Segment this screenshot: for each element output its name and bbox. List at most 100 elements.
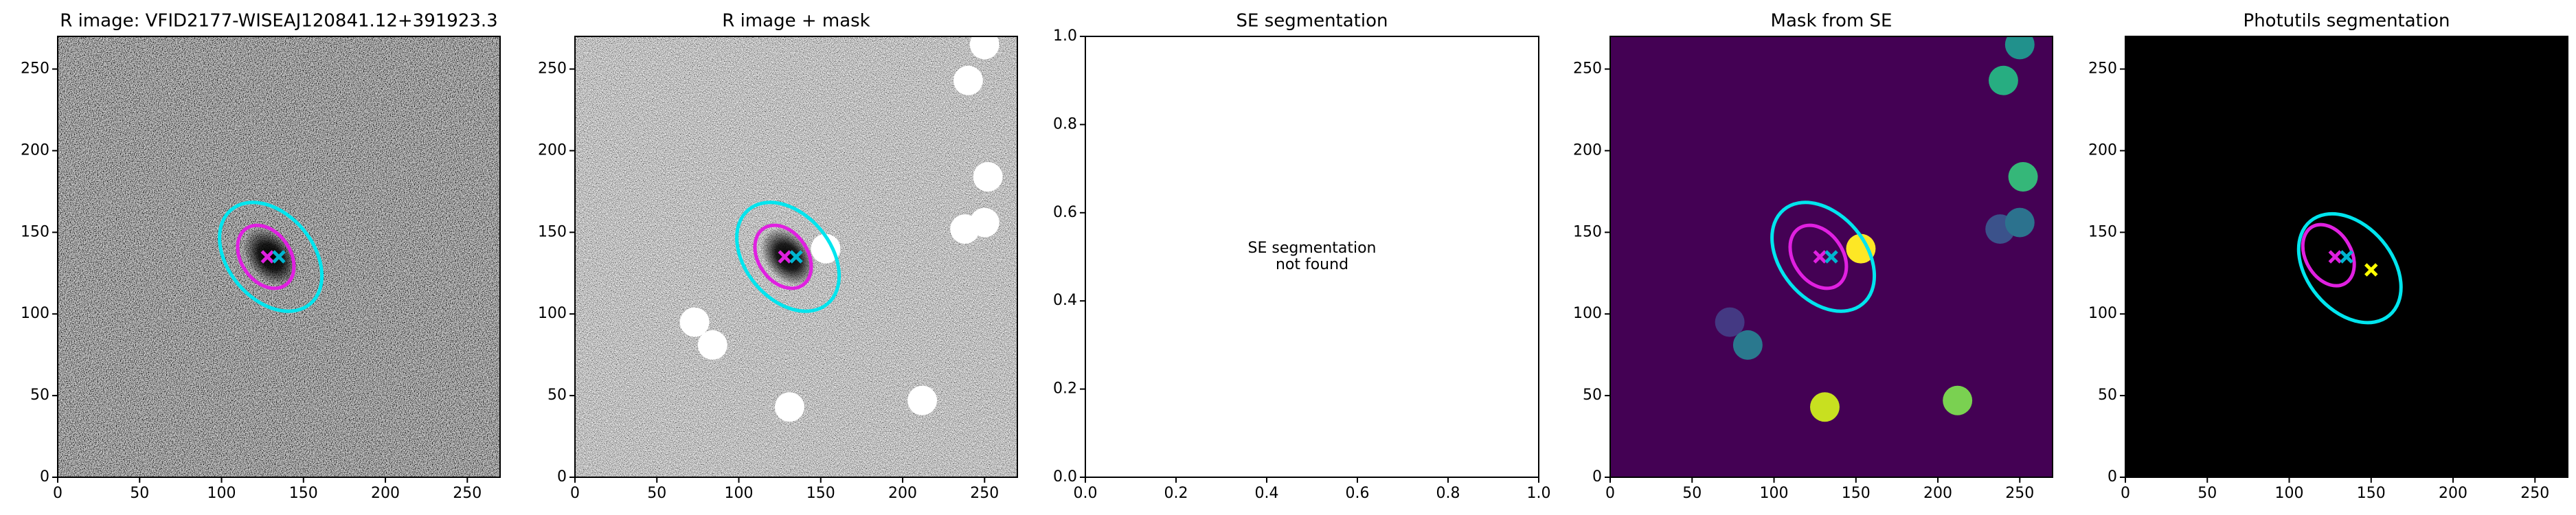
mask-region	[2008, 162, 2038, 192]
y-tick-label: 0.8	[1053, 115, 1077, 133]
x-tick-label: 100	[725, 485, 754, 502]
axes-frame	[57, 36, 501, 478]
panel: R image + mask 0 50 100 150 200 250 0 50 100 150 20…	[538, 11, 1018, 502]
mask-region	[1732, 330, 1763, 360]
aperture-ellipse	[1770, 201, 1877, 313]
x-tick-label: 250	[2005, 485, 2034, 502]
x-tick-label: 50	[130, 485, 149, 502]
panel-title: R image + mask	[722, 11, 870, 32]
panel-title: R image: VFID2177-WISEAJ120841.12+391923…	[60, 11, 497, 32]
mask-region	[811, 233, 841, 264]
panel: Photutils segmentation 0 50 100 150 200 250 0 50…	[2088, 11, 2568, 502]
annotation: SE segmentation	[1248, 240, 1377, 257]
y-tick-label: 200	[21, 141, 49, 159]
y-tick-label: 250	[538, 60, 567, 78]
plot-area	[2125, 36, 2568, 477]
y-tick-label: 50	[2098, 387, 2117, 404]
plot-area	[575, 36, 1017, 477]
aperture-ellipse	[2301, 222, 2356, 288]
center-marker	[1824, 250, 1838, 264]
x-tick-label: 100	[1760, 485, 1789, 502]
mask-region	[907, 385, 938, 415]
y-tick-label: 1.0	[1053, 27, 1077, 45]
x-tick-label: 0.0	[1074, 485, 1098, 502]
x-tick-label: 1.0	[1527, 485, 1551, 502]
center-marker	[1813, 250, 1827, 264]
center-marker	[2364, 263, 2378, 277]
axes-frame	[2125, 36, 2568, 478]
mask-region	[1809, 392, 1840, 422]
y-tick-label: 0	[40, 468, 49, 485]
center-marker	[789, 250, 803, 264]
y-tick-label: 100	[538, 305, 567, 322]
center-marker	[778, 250, 792, 264]
y-tick-label: 150	[1573, 223, 1602, 240]
annotation: not found	[1276, 256, 1348, 273]
y-tick-label: 250	[21, 60, 49, 78]
aperture-ellipse	[236, 223, 296, 290]
y-tick-label: 150	[21, 223, 49, 240]
aperture-ellipse	[1788, 223, 1849, 290]
x-tick-label: 250	[970, 485, 999, 502]
y-tick-label: 50	[547, 387, 567, 404]
mask-region	[2004, 36, 2035, 60]
mask-region	[2004, 207, 2035, 238]
x-tick-label: 0	[2121, 485, 2130, 502]
y-tick-label: 200	[2088, 141, 2117, 159]
x-tick-label: 0	[53, 485, 63, 502]
x-tick-label: 200	[2439, 485, 2467, 502]
mask-region	[953, 65, 983, 95]
mask-region	[969, 36, 999, 60]
x-tick-label: 50	[647, 485, 666, 502]
mask-region	[1715, 307, 1745, 337]
plot-area	[58, 36, 500, 477]
aperture-ellipse	[753, 223, 813, 290]
x-tick-label: 50	[2197, 485, 2217, 502]
y-tick-label: 100	[1573, 305, 1602, 322]
y-tick-label: 150	[538, 223, 567, 240]
plot-area	[1610, 36, 2053, 477]
y-tick-label: 50	[1583, 387, 1602, 404]
x-tick-label: 200	[1923, 485, 1952, 502]
mask-region	[969, 207, 999, 238]
y-tick-label: 250	[2088, 60, 2117, 78]
axes-frame	[574, 36, 1018, 478]
mask-region	[1988, 65, 2018, 95]
mask-region	[1943, 385, 1973, 415]
mask-region	[973, 162, 1003, 192]
y-tick-label: 100	[21, 305, 49, 322]
center-marker	[272, 250, 286, 264]
y-tick-label: 0	[557, 468, 567, 485]
x-tick-label: 150	[289, 485, 318, 502]
y-tick-label: 150	[2088, 223, 2117, 240]
aperture-ellipse	[2296, 211, 2403, 325]
x-tick-label: 150	[1842, 485, 1871, 502]
y-tick-label: 0	[2108, 468, 2117, 485]
x-tick-label: 250	[2520, 485, 2549, 502]
mask-region	[679, 307, 710, 337]
x-tick-label: 200	[888, 485, 917, 502]
axes-frame	[1609, 36, 2053, 478]
center-marker	[260, 250, 275, 264]
x-tick-label: 0.8	[1436, 485, 1460, 502]
aperture-ellipse	[735, 201, 841, 313]
x-tick-label: 0	[1605, 485, 1615, 502]
y-tick-label: 250	[1573, 60, 1602, 78]
y-tick-label: 50	[30, 387, 49, 404]
panel-title: Mask from SE	[1771, 11, 1893, 32]
y-tick-label: 0.6	[1053, 204, 1077, 221]
panel: R image: VFID2177-WISEAJ120841.12+391923…	[21, 11, 501, 502]
x-tick-label: 100	[207, 485, 236, 502]
x-tick-label: 200	[371, 485, 400, 502]
x-tick-label: 0.4	[1255, 485, 1279, 502]
mask-region	[697, 330, 727, 360]
y-tick-label: 0.0	[1053, 468, 1077, 485]
x-tick-label: 150	[806, 485, 835, 502]
x-tick-label: 250	[453, 485, 482, 502]
panel-title: SE segmentation	[1236, 11, 1388, 32]
y-tick-label: 0.4	[1053, 292, 1077, 309]
y-tick-label: 0	[1592, 468, 1602, 485]
y-tick-label: 200	[1573, 141, 1602, 159]
